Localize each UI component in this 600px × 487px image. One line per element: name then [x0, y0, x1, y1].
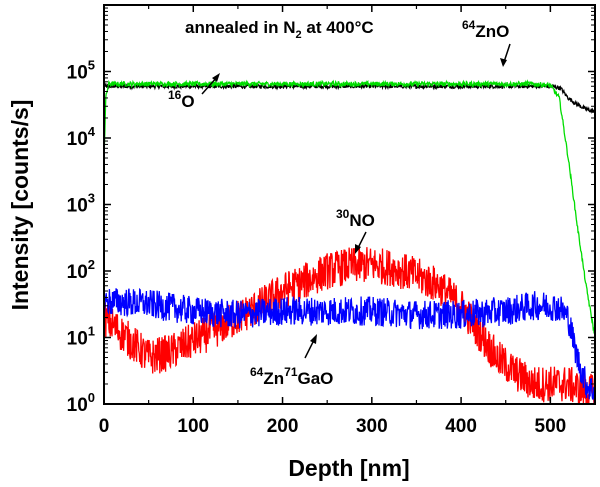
series-line-2: [103, 246, 596, 405]
x-tick-label: 300: [356, 416, 388, 437]
x-tick-label: 100: [177, 416, 209, 437]
series-line-1: [103, 79, 596, 340]
annotation-64zn71gao-arrowhead: [310, 334, 317, 344]
y-tick-labels: 100 101 102 103 104 105: [67, 58, 96, 417]
y-tick-label: 101: [67, 324, 95, 350]
y-tick-label: 102: [67, 257, 95, 283]
x-tick-labels: 0 100 200 300 400 500: [99, 416, 567, 437]
y-tick-label: 104: [67, 124, 96, 150]
annotation-16o-arrowhead: [212, 73, 220, 82]
annotation-64zn71gao: 64Zn71GaO: [250, 365, 333, 388]
annotation-30no-arrowhead: [355, 244, 361, 254]
y-axis-title: Intensity [counts/s]: [7, 100, 33, 311]
y-tick-label: 105: [67, 58, 95, 84]
x-tick-label: 400: [445, 416, 477, 437]
series-curves: [103, 79, 596, 405]
x-tick-label: 0: [99, 416, 110, 437]
axis-ticks: [103, 5, 595, 405]
series-line-3: [103, 287, 596, 405]
annotation-30no: 30NO: [336, 207, 375, 230]
annotation-64zno-arrowhead: [500, 58, 507, 67]
x-axis-title: Depth [nm]: [288, 455, 409, 481]
y-tick-label: 103: [67, 191, 95, 217]
y-tick-label: 100: [67, 390, 95, 416]
annotation-64zno: 64ZnO: [462, 18, 509, 41]
annotation-16o: 16O: [168, 88, 195, 111]
x-tick-label: 200: [267, 416, 299, 437]
annotation-condition: annealed in N2 at 400°C: [185, 18, 374, 41]
x-tick-label: 500: [535, 416, 567, 437]
